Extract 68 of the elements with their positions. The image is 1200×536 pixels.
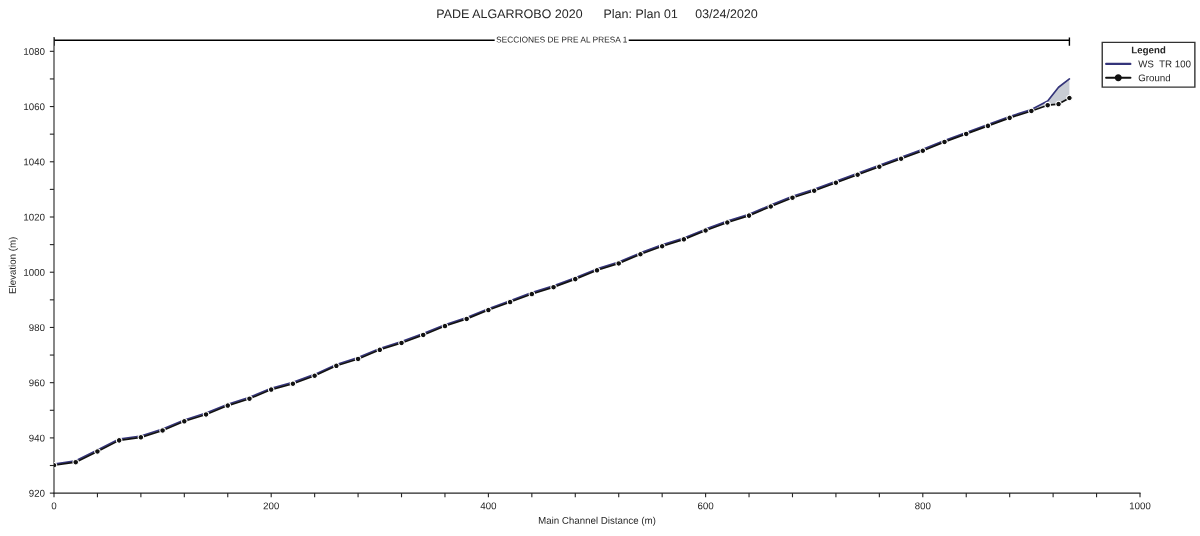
point bbox=[789, 194, 796, 201]
point bbox=[615, 260, 623, 267]
point bbox=[962, 130, 970, 138]
point bbox=[637, 250, 644, 258]
x-tick-label: 600 bbox=[697, 502, 714, 510]
point bbox=[441, 322, 449, 330]
point bbox=[810, 187, 818, 195]
point bbox=[72, 458, 80, 466]
point bbox=[745, 212, 753, 219]
x-tick-label: 0 bbox=[51, 502, 57, 510]
point bbox=[680, 236, 688, 243]
point bbox=[506, 298, 514, 306]
y-tick-label: 1020 bbox=[24, 213, 45, 221]
point bbox=[115, 437, 123, 444]
chart-title: PADE ALGARROBO 2020 Plan: Plan 01 03/24/2020 bbox=[437, 9, 758, 19]
point bbox=[941, 138, 948, 146]
point bbox=[1028, 107, 1035, 115]
point bbox=[398, 339, 405, 347]
y-tick-label: 920 bbox=[29, 489, 45, 497]
point bbox=[658, 242, 666, 250]
point bbox=[593, 266, 601, 274]
point bbox=[1066, 94, 1073, 102]
y-tick-label: 980 bbox=[29, 324, 45, 332]
point bbox=[224, 402, 232, 409]
point bbox=[289, 380, 297, 388]
point bbox=[919, 147, 927, 155]
point bbox=[897, 155, 905, 163]
legend-title: Legend bbox=[1131, 46, 1166, 56]
x-tick-label: 1000 bbox=[1129, 502, 1151, 510]
point bbox=[702, 227, 709, 234]
y-tick-label: 1080 bbox=[24, 48, 45, 55]
point bbox=[832, 179, 840, 187]
y-axis-title: Elevation (m) bbox=[8, 237, 18, 294]
point bbox=[854, 171, 861, 179]
point bbox=[267, 386, 275, 393]
point bbox=[984, 122, 992, 130]
y-tick-label: 1000 bbox=[24, 268, 45, 276]
point bbox=[137, 434, 145, 441]
x-tick-label: 400 bbox=[480, 502, 497, 510]
legend-label: Ground bbox=[1138, 74, 1171, 82]
point bbox=[767, 203, 775, 210]
y-tick-label: 1040 bbox=[24, 158, 45, 166]
y-tick-label: 960 bbox=[29, 379, 45, 387]
point bbox=[1055, 100, 1062, 108]
point bbox=[311, 372, 318, 380]
x-tick-label: 200 bbox=[263, 502, 279, 510]
point bbox=[528, 290, 536, 298]
y-tick-label: 1060 bbox=[24, 103, 45, 111]
point bbox=[463, 315, 470, 323]
ref-line-label: SECCIONES DE PRE AL PRESA 1 bbox=[496, 36, 627, 43]
point bbox=[419, 331, 427, 339]
point bbox=[724, 219, 731, 226]
x-axis-title: Main Channel Distance (m) bbox=[538, 516, 656, 526]
point bbox=[159, 427, 166, 434]
point bbox=[181, 418, 188, 425]
point bbox=[1044, 101, 1051, 109]
point bbox=[354, 355, 362, 363]
point bbox=[1006, 114, 1013, 122]
point bbox=[94, 448, 101, 455]
x-tick-label: 800 bbox=[915, 502, 931, 510]
point bbox=[550, 283, 557, 291]
point bbox=[876, 163, 883, 171]
y-tick-label: 940 bbox=[29, 434, 45, 442]
point bbox=[571, 275, 579, 283]
point bbox=[202, 411, 210, 418]
point bbox=[246, 395, 253, 402]
legend-label: WS TR 100 bbox=[1138, 60, 1191, 68]
point bbox=[485, 306, 492, 314]
